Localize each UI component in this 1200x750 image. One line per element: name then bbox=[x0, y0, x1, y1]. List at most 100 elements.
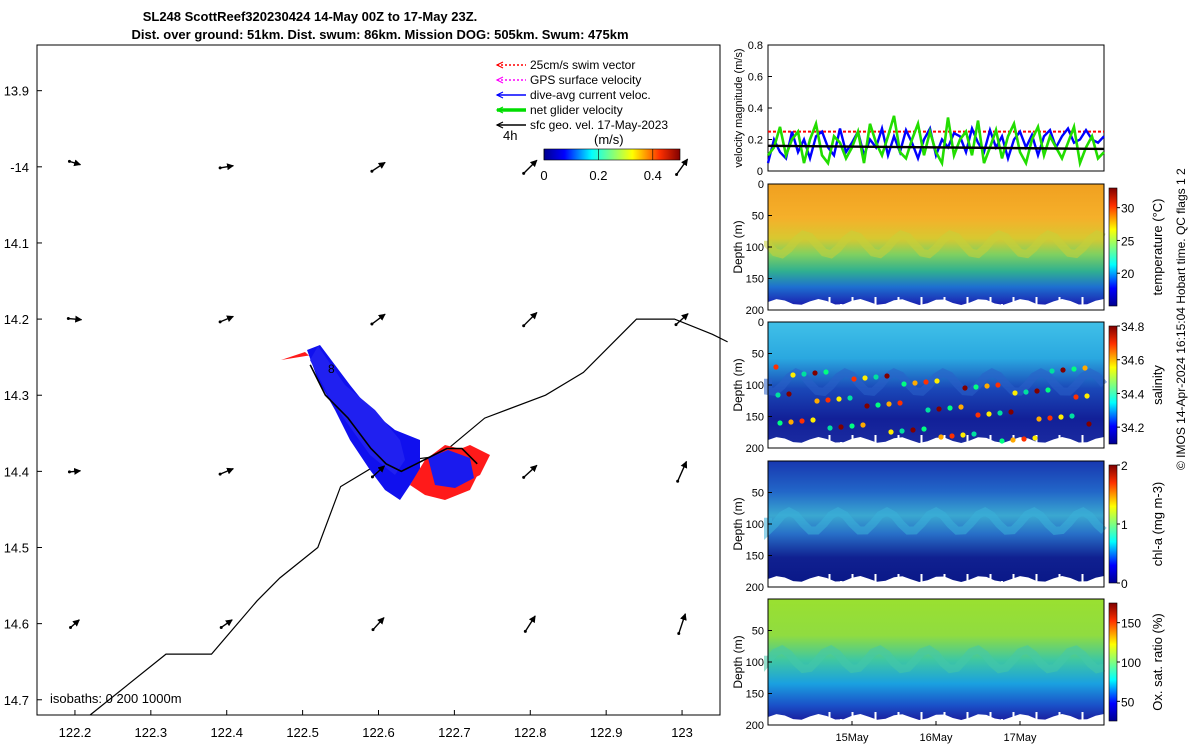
salinity-sample-dot bbox=[899, 428, 905, 434]
salinity-sample-dot bbox=[838, 424, 844, 430]
section-ylabel: Depth (m) bbox=[731, 497, 745, 550]
map-ytick-label: 14.3 bbox=[4, 388, 29, 403]
salinity-sample-dot bbox=[1084, 393, 1090, 399]
section-colorbar bbox=[1108, 187, 1118, 307]
section-ytick-label: 100 bbox=[746, 380, 764, 392]
salinity-sample-dot bbox=[947, 405, 953, 411]
salinity-sample-dot bbox=[986, 411, 992, 417]
legend-arrowhead bbox=[495, 106, 504, 114]
geo-velocity-origin bbox=[66, 317, 70, 321]
salinity-sample-dot bbox=[884, 373, 890, 379]
section-ytick-label: 50 bbox=[752, 626, 764, 638]
salinity-sample-dot bbox=[1008, 409, 1014, 415]
section-colorbar bbox=[1108, 325, 1118, 445]
salinity-sample-dot bbox=[1082, 365, 1088, 371]
legend-label: net glider velocity bbox=[530, 103, 623, 117]
velocity-series-geo bbox=[767, 144, 1105, 151]
section-colorbar-tick-label: 34.2 bbox=[1121, 421, 1145, 435]
salinity-sample-dot bbox=[949, 433, 955, 439]
section-panel-salinity: 0 50 100 150 200 Depth (m) 34.2 34.4 34.6 34.8 sal… bbox=[731, 317, 1165, 455]
salinity-sample-dot bbox=[825, 397, 831, 403]
salinity-sample-dot bbox=[897, 400, 903, 406]
map-xtick-label: 122.8 bbox=[514, 725, 547, 740]
section-colorbar-label: Ox. sat. ratio (%) bbox=[1150, 613, 1165, 711]
section-ytick-label: 100 bbox=[746, 519, 764, 531]
section-ytick-label: 200 bbox=[746, 305, 764, 317]
legend-arrowhead bbox=[495, 121, 504, 129]
salinity-sample-dot bbox=[862, 375, 868, 381]
imos-timestamp: © IMOS 14-Apr-2024 16:15:04 Hobart time.… bbox=[1174, 168, 1188, 470]
geo-velocity-origin bbox=[677, 632, 681, 636]
map-ytick-label: 14.2 bbox=[4, 312, 29, 327]
salinity-sample-dot bbox=[773, 364, 779, 370]
geo-velocity-arrow bbox=[219, 315, 234, 323]
map-ytick-label: 14.5 bbox=[4, 541, 29, 556]
section-colorbar-tick-label: 34.8 bbox=[1121, 320, 1145, 334]
geo-velocity-arrow bbox=[523, 159, 538, 174]
geo-velocity-origin bbox=[522, 324, 526, 328]
salinity-sample-dot bbox=[971, 431, 977, 437]
section-ytick-label: 150 bbox=[746, 412, 764, 424]
velocity-ytick-label: 0.2 bbox=[748, 135, 763, 147]
map-panel: 122.2 122.3 122.4 122.5 122.6 122.7 122.8 122.9… bbox=[4, 44, 728, 740]
geo-velocity-origin bbox=[370, 169, 374, 173]
salinity-sample-dot bbox=[873, 374, 879, 380]
velocity-ytick-label: 0 bbox=[757, 166, 763, 178]
salinity-sample-dot bbox=[1012, 390, 1018, 396]
geo-velocity-arrow bbox=[523, 311, 538, 327]
salinity-sample-dot bbox=[1060, 367, 1066, 373]
geo-velocity-origin bbox=[67, 159, 71, 163]
map-ytick-label: -14 bbox=[10, 160, 29, 175]
section-panel-temperature: 0 50 100 150 200 Depth (m) 20 25 30 temperature (… bbox=[731, 179, 1165, 317]
salinity-sample-dot bbox=[1010, 437, 1016, 443]
map-ytick-label: 14.1 bbox=[4, 236, 29, 251]
legend-label: 25cm/s swim vector bbox=[530, 58, 635, 72]
velocity-ytick-label: 0.8 bbox=[748, 40, 763, 52]
map-ytick-label: 14.7 bbox=[4, 693, 29, 708]
geo-velocity-arrow bbox=[70, 619, 80, 629]
geo-velocity-arrow bbox=[524, 615, 536, 632]
section-ytick-label: 100 bbox=[746, 242, 764, 254]
glider-track bbox=[309, 364, 478, 473]
section-ytick-label: 50 bbox=[752, 349, 764, 361]
section-ytick-label: 200 bbox=[746, 443, 764, 455]
salinity-sample-dot bbox=[921, 426, 927, 432]
track-label: 8 bbox=[328, 362, 335, 376]
legend-arrowhead bbox=[495, 91, 504, 99]
geo-velocity-arrow bbox=[371, 465, 386, 478]
salinity-sample-dot bbox=[788, 419, 794, 425]
section-ytick-label: 150 bbox=[746, 274, 764, 286]
section-ytick-label: 150 bbox=[746, 689, 764, 701]
section-colorbar-tick-label: 2 bbox=[1121, 459, 1128, 473]
salinity-sample-dot bbox=[999, 438, 1005, 444]
salinity-sample-dot bbox=[1023, 389, 1029, 395]
salinity-sample-dot bbox=[1071, 366, 1077, 372]
salinity-sample-dot bbox=[1049, 368, 1055, 374]
section-ytick-label: 50 bbox=[752, 488, 764, 500]
geo-velocity-arrow bbox=[69, 159, 82, 167]
geo-velocity-arrow bbox=[678, 613, 687, 634]
map-xtick-label: 122.9 bbox=[590, 725, 623, 740]
geo-velocity-arrow bbox=[675, 313, 689, 326]
section-colorbar-tick-label: 30 bbox=[1121, 202, 1135, 216]
salinity-sample-dot bbox=[827, 425, 833, 431]
section-ytick-label: 0 bbox=[758, 179, 764, 191]
section-ytick-label: 100 bbox=[746, 657, 764, 669]
salinity-sample-dot bbox=[912, 380, 918, 386]
geo-velocity-origin bbox=[370, 322, 374, 326]
salinity-sample-dot bbox=[875, 402, 881, 408]
salinity-sample-dot bbox=[1045, 387, 1051, 393]
geo-velocity-arrow bbox=[677, 460, 688, 482]
salinity-sample-dot bbox=[786, 391, 792, 397]
velocity-ylabel: velocity magnitude (m/s) bbox=[733, 48, 745, 167]
salinity-sample-dot bbox=[910, 427, 916, 433]
colorbar-label: (m/s) bbox=[594, 132, 624, 147]
salinity-sample-dot bbox=[864, 403, 870, 409]
salinity-sample-dot bbox=[849, 423, 855, 429]
geo-velocity-arrow bbox=[220, 619, 233, 629]
colorbar-tick-label: 0.4 bbox=[644, 168, 662, 183]
section-colorbar-tick-label: 100 bbox=[1121, 656, 1141, 670]
geo-velocity-origin bbox=[523, 629, 527, 633]
geo-velocity-arrow bbox=[68, 315, 83, 323]
